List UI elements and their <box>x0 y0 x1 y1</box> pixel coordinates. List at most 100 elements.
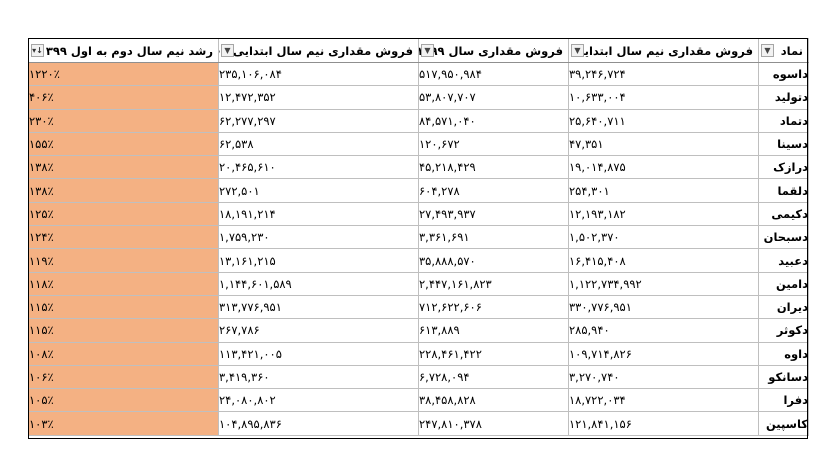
symbol-cell[interactable]: دعبید <box>758 248 809 273</box>
symbol-cell[interactable]: کاسپین <box>758 411 809 436</box>
symbol-cell[interactable]: دتولید <box>758 85 809 110</box>
growth-cell[interactable]: ۱۲۲۰٪ <box>28 61 219 87</box>
h1-1399-cell[interactable]: ۲۸۵,۹۴۰ <box>568 318 759 343</box>
growth-cell[interactable]: ۴۰۶٪ <box>28 85 219 110</box>
h1-1399-cell[interactable]: ۱۲,۱۹۳,۱۸۲ <box>568 201 759 227</box>
growth-cell[interactable]: ۱۱۵٪ <box>28 318 219 343</box>
year-1399-cell[interactable]: ۵۳,۸۰۷,۷۰۷ <box>418 85 569 110</box>
h1-1399-cell[interactable]: ۳۹,۲۴۶,۷۲۴ <box>568 61 759 87</box>
year-1399-cell[interactable]: ۸۴,۵۷۱,۰۴۰ <box>418 108 569 133</box>
year-1399-cell[interactable]: ۲۷,۴۹۳,۹۳۷ <box>418 201 569 227</box>
table-row[interactable]: کاسپین ۱۲۱,۸۴۱,۱۵۶ ۲۴۷,۸۱۰,۳۷۸ ۱۰۴,۸۹۵,۸۳۶ ۱… <box>28 411 809 436</box>
table-row[interactable]: درازک ۱۹,۰۱۴,۸۷۵ ۴۵,۲۱۸,۴۲۹ ۲۰,۴۶۵,۶۱۰ ۱۳۸٪ <box>28 155 809 180</box>
h1-1399-cell[interactable]: ۱۰,۶۳۳,۰۰۴ <box>568 85 759 110</box>
symbol-cell[interactable]: دکیمی <box>758 201 809 227</box>
table-row[interactable]: دتماد ۲۵,۶۴۰,۷۱۱ ۸۴,۵۷۱,۰۴۰ ۶۲,۲۷۷,۲۹۷ ۲۳۰٪ <box>28 108 809 133</box>
header-year-1399[interactable]: فروش مقداری سال ۱۳۹۹ ▼ <box>418 38 569 63</box>
filter-dropdown-icon[interactable]: ▼ <box>221 44 234 57</box>
h1-1400-cell[interactable]: ۳,۴۱۹,۳۶۰ <box>218 364 419 390</box>
year-1399-cell[interactable]: ۴۵,۲۱۸,۴۲۹ <box>418 155 569 180</box>
h1-1400-cell[interactable]: ۶۲,۲۷۷,۲۹۷ <box>218 108 419 133</box>
h1-1399-cell[interactable]: ۱۸,۷۲۲,۰۳۴ <box>568 388 759 413</box>
year-1399-cell[interactable]: ۲۴۷,۸۱۰,۳۷۸ <box>418 411 569 436</box>
growth-cell[interactable]: ۱۰۵٪ <box>28 388 219 413</box>
table-row[interactable]: دکوثر ۲۸۵,۹۴۰ ۶۱۳,۸۸۹ ۲۶۷,۷۸۶ ۱۱۵٪ <box>28 318 809 343</box>
h1-1400-cell[interactable]: ۶۲,۵۳۸ <box>218 131 419 157</box>
h1-1400-cell[interactable]: ۱۳,۱۶۱,۲۱۵ <box>218 248 419 273</box>
year-1399-cell[interactable]: ۷۱۲,۶۲۲,۶۰۶ <box>418 294 569 320</box>
symbol-cell[interactable]: دیران <box>758 294 809 320</box>
table-row[interactable]: دلقما ۲۵۴,۳۰۱ ۶۰۴,۲۷۸ ۲۷۲,۵۰۱ ۱۳۸٪ <box>28 178 809 203</box>
year-1399-cell[interactable]: ۶۰۴,۲۷۸ <box>418 178 569 203</box>
h1-1400-cell[interactable]: ۱۸,۱۹۱,۲۱۴ <box>218 201 419 227</box>
table-row[interactable]: دکیمی ۱۲,۱۹۳,۱۸۲ ۲۷,۴۹۳,۹۳۷ ۱۸,۱۹۱,۲۱۴ ۱۲۵٪ <box>28 201 809 227</box>
growth-cell[interactable]: ۱۰۶٪ <box>28 364 219 390</box>
h1-1399-cell[interactable]: ۳۳۰,۷۷۶,۹۵۱ <box>568 294 759 320</box>
h1-1400-cell[interactable]: ۲۳۵,۱۰۶,۰۸۴ <box>218 61 419 87</box>
growth-cell[interactable]: ۱۵۵٪ <box>28 131 219 157</box>
header-growth[interactable]: رشد نیم سال دوم به اول ۱۳۹۹ ↓▾ <box>28 38 219 63</box>
year-1399-cell[interactable]: ۱۲۰,۶۷۲ <box>418 131 569 157</box>
symbol-cell[interactable]: داسوه <box>758 61 809 87</box>
table-row[interactable]: دسینا ۴۷,۳۵۱ ۱۲۰,۶۷۲ ۶۲,۵۳۸ ۱۵۵٪ <box>28 131 809 157</box>
growth-cell[interactable]: ۱۱۵٪ <box>28 294 219 320</box>
table-row[interactable]: دفرا ۱۸,۷۲۲,۰۳۴ ۳۸,۴۵۸,۸۲۸ ۲۴,۰۸۰,۸۰۲ ۱۰۵٪ <box>28 388 809 413</box>
growth-cell[interactable]: ۱۱۹٪ <box>28 248 219 273</box>
year-1399-cell[interactable]: ۳۵,۸۸۸,۵۷۰ <box>418 248 569 273</box>
symbol-cell[interactable]: دتماد <box>758 108 809 133</box>
growth-cell[interactable]: ۱۰۸٪ <box>28 341 219 366</box>
growth-cell[interactable]: ۱۲۵٪ <box>28 201 219 227</box>
symbol-cell[interactable]: درازک <box>758 155 809 180</box>
filter-dropdown-icon[interactable]: ▼ <box>571 44 584 57</box>
table-row[interactable]: دسبحان ۱,۵۰۲,۳۷۰ ۳,۳۶۱,۶۹۱ ۱,۷۵۹,۲۳۰ ۱۲۴٪ <box>28 225 809 250</box>
h1-1399-cell[interactable]: ۲۵۴,۳۰۱ <box>568 178 759 203</box>
filter-dropdown-icon[interactable]: ▼ <box>761 44 774 57</box>
year-1399-cell[interactable]: ۳,۳۶۱,۶۹۱ <box>418 225 569 250</box>
symbol-cell[interactable]: دلقما <box>758 178 809 203</box>
table-row[interactable]: دیران ۳۳۰,۷۷۶,۹۵۱ ۷۱۲,۶۲۲,۶۰۶ ۳۱۳,۷۷۶,۹۵۱ ۱۱… <box>28 294 809 320</box>
h1-1400-cell[interactable]: ۲۴,۰۸۰,۸۰۲ <box>218 388 419 413</box>
h1-1399-cell[interactable]: ۲۵,۶۴۰,۷۱۱ <box>568 108 759 133</box>
growth-cell[interactable]: ۲۳۰٪ <box>28 108 219 133</box>
h1-1400-cell[interactable]: ۲۷۲,۵۰۱ <box>218 178 419 203</box>
header-symbol[interactable]: نماد ▼ <box>758 38 809 63</box>
h1-1400-cell[interactable]: ۱۲,۴۷۲,۳۵۲ <box>218 85 419 110</box>
h1-1400-cell[interactable]: ۱۰۴,۸۹۵,۸۳۶ <box>218 411 419 436</box>
table-row[interactable]: داوه ۱۰۹,۷۱۴,۸۲۶ ۲۲۸,۴۶۱,۴۲۲ ۱۱۳,۴۲۱,۰۰۵ ۱۰۸… <box>28 341 809 366</box>
table-row[interactable]: داسوه ۳۹,۲۴۶,۷۲۴ ۵۱۷,۹۵۰,۹۸۴ ۲۳۵,۱۰۶,۰۸۴ ۱۲۲… <box>28 61 809 87</box>
h1-1399-cell[interactable]: ۱۲۱,۸۴۱,۱۵۶ <box>568 411 759 436</box>
symbol-cell[interactable]: دامین <box>758 271 809 296</box>
h1-1400-cell[interactable]: ۲۰,۴۶۵,۶۱۰ <box>218 155 419 180</box>
h1-1399-cell[interactable]: ۱۶,۴۱۵,۴۰۸ <box>568 248 759 273</box>
h1-1399-cell[interactable]: ۱,۱۲۲,۷۳۴,۹۹۲ <box>568 271 759 296</box>
growth-cell[interactable]: ۱۳۸٪ <box>28 178 219 203</box>
year-1399-cell[interactable]: ۶,۷۲۸,۰۹۴ <box>418 364 569 390</box>
symbol-cell[interactable]: دسبحان <box>758 225 809 250</box>
table-row[interactable]: دسانکو ۳,۲۷۰,۷۴۰ ۶,۷۲۸,۰۹۴ ۳,۴۱۹,۳۶۰ ۱۰۶٪ <box>28 364 809 390</box>
growth-cell[interactable]: ۱۳۸٪ <box>28 155 219 180</box>
header-h1-1399[interactable]: فروش مقداری نیم سال ابتدایی ۱۳۹۹ ▼ <box>568 38 759 63</box>
growth-cell[interactable]: ۱۰۳٪ <box>28 411 219 436</box>
year-1399-cell[interactable]: ۶۱۳,۸۸۹ <box>418 318 569 343</box>
h1-1400-cell[interactable]: ۱,۱۴۴,۶۰۱,۵۸۹ <box>218 271 419 296</box>
symbol-cell[interactable]: دسینا <box>758 131 809 157</box>
header-h1-1400[interactable]: فروش مقداری نیم سال ابتدایی ۱۴۰۰ ▼ <box>218 38 419 63</box>
symbol-cell[interactable]: دسانکو <box>758 364 809 390</box>
symbol-cell[interactable]: دفرا <box>758 388 809 413</box>
growth-cell[interactable]: ۱۱۸٪ <box>28 271 219 296</box>
year-1399-cell[interactable]: ۳۸,۴۵۸,۸۲۸ <box>418 388 569 413</box>
growth-cell[interactable]: ۱۲۴٪ <box>28 225 219 250</box>
h1-1399-cell[interactable]: ۳,۲۷۰,۷۴۰ <box>568 364 759 390</box>
h1-1400-cell[interactable]: ۲۶۷,۷۸۶ <box>218 318 419 343</box>
h1-1399-cell[interactable]: ۱۰۹,۷۱۴,۸۲۶ <box>568 341 759 366</box>
table-row[interactable]: دامین ۱,۱۲۲,۷۳۴,۹۹۲ ۲,۴۴۷,۱۶۱,۸۲۳ ۱,۱۴۴,۶۰۱… <box>28 271 809 296</box>
h1-1399-cell[interactable]: ۴۷,۳۵۱ <box>568 131 759 157</box>
h1-1400-cell[interactable]: ۱,۷۵۹,۲۳۰ <box>218 225 419 250</box>
h1-1399-cell[interactable]: ۱,۵۰۲,۳۷۰ <box>568 225 759 250</box>
table-row[interactable]: دعبید ۱۶,۴۱۵,۴۰۸ ۳۵,۸۸۸,۵۷۰ ۱۳,۱۶۱,۲۱۵ ۱۱۹٪ <box>28 248 809 273</box>
year-1399-cell[interactable]: ۲۲۸,۴۶۱,۴۲۲ <box>418 341 569 366</box>
h1-1400-cell[interactable]: ۱۱۳,۴۲۱,۰۰۵ <box>218 341 419 366</box>
table-row[interactable]: دتولید ۱۰,۶۳۳,۰۰۴ ۵۳,۸۰۷,۷۰۷ ۱۲,۴۷۲,۳۵۲ ۴۰۶٪ <box>28 85 809 110</box>
symbol-cell[interactable]: دکوثر <box>758 318 809 343</box>
h1-1399-cell[interactable]: ۱۹,۰۱۴,۸۷۵ <box>568 155 759 180</box>
